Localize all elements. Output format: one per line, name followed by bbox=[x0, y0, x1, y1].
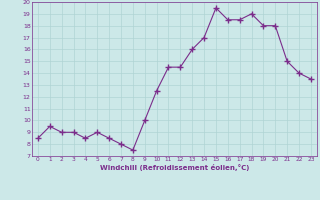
X-axis label: Windchill (Refroidissement éolien,°C): Windchill (Refroidissement éolien,°C) bbox=[100, 164, 249, 171]
